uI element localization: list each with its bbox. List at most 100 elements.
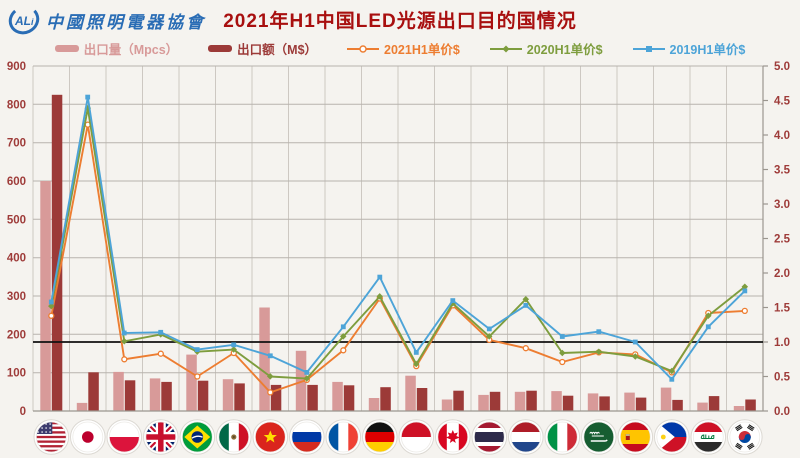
point-square-nl[interactable]: [523, 303, 529, 308]
point-diamond-fr[interactable]: [339, 333, 347, 340]
flag-kr-icon[interactable]: [726, 419, 763, 455]
point-circle-nl[interactable]: [522, 345, 529, 352]
flag-ru-icon[interactable]: [288, 419, 325, 455]
point-diamond-ru[interactable]: [303, 375, 310, 382]
point-circle-fr[interactable]: [340, 347, 347, 354]
point-square-ca[interactable]: [450, 298, 456, 303]
point-circle-kr[interactable]: [741, 307, 748, 315]
flag-it-icon[interactable]: [544, 419, 581, 455]
bar-vn-s1[interactable]: [270, 384, 282, 411]
bar-es-s0[interactable]: [624, 392, 635, 411]
legend-item-1[interactable]: 出口额（M$）: [208, 39, 317, 58]
bar-gb-s1[interactable]: [161, 381, 172, 411]
bar-mx-s1[interactable]: [234, 383, 245, 411]
point-diamond-pl[interactable]: [121, 338, 128, 345]
point-diamond-ph[interactable]: [668, 367, 676, 375]
flag-id-icon[interactable]: [398, 419, 435, 455]
flag-fr-icon[interactable]: [325, 419, 362, 455]
bar-jp-s1[interactable]: [88, 372, 99, 411]
point-square-jp[interactable]: [85, 94, 91, 100]
bar-de-s0[interactable]: [368, 398, 380, 411]
point-square-gb[interactable]: [158, 329, 164, 335]
point-circle-vn[interactable]: [267, 389, 274, 396]
bar-de-s1[interactable]: [380, 387, 391, 411]
point-diamond-th[interactable]: [485, 333, 493, 340]
bar-fr-s0[interactable]: [332, 381, 343, 411]
bar-id-s0[interactable]: [405, 375, 416, 411]
bar-jp-s0[interactable]: [76, 402, 88, 411]
bar-pl-s0[interactable]: [113, 371, 124, 411]
point-diamond-id[interactable]: [412, 360, 420, 368]
bar-ca-s1[interactable]: [453, 390, 464, 411]
bar-id-s1[interactable]: [416, 388, 428, 411]
point-diamond-de[interactable]: [376, 293, 383, 300]
bar-br-s0[interactable]: [186, 354, 197, 411]
bar-fr-s1[interactable]: [343, 385, 355, 411]
bar-sa-s0[interactable]: [587, 393, 599, 411]
bar-vn-s0[interactable]: [259, 307, 270, 412]
flag-mx-icon[interactable]: [216, 419, 252, 455]
bar-th-s0[interactable]: [478, 394, 489, 411]
point-square-vn[interactable]: [267, 353, 273, 359]
bar-mx-s0[interactable]: [222, 379, 234, 411]
point-diamond-iq[interactable]: [705, 312, 712, 320]
point-circle-gb[interactable]: [157, 350, 164, 357]
point-square-es[interactable]: [632, 339, 638, 345]
bar-iq-s0[interactable]: [697, 402, 708, 411]
point-square-mx[interactable]: [231, 342, 237, 348]
bar-us-s0[interactable]: [40, 181, 51, 411]
legend-item-2[interactable]: 2021H1单价$: [347, 39, 460, 58]
flag-us-icon[interactable]: [33, 419, 70, 455]
legend-item-3[interactable]: 2020H1单价$: [489, 39, 603, 58]
bar-br-s1[interactable]: [197, 380, 209, 411]
point-diamond-kr[interactable]: [741, 283, 749, 291]
flag-th-icon[interactable]: [471, 419, 508, 455]
point-square-th[interactable]: [486, 326, 492, 332]
bar-sa-s1[interactable]: [599, 396, 610, 411]
point-circle-it[interactable]: [559, 358, 566, 366]
flag-vn-icon[interactable]: [252, 419, 289, 455]
bar-kr-s1[interactable]: [745, 399, 756, 412]
point-diamond-nl[interactable]: [522, 295, 530, 303]
point-square-us[interactable]: [48, 299, 54, 305]
point-diamond-mx[interactable]: [230, 346, 237, 353]
flag-br-icon[interactable]: [179, 419, 216, 455]
flag-de-icon[interactable]: [361, 419, 398, 455]
point-square-kr[interactable]: [742, 288, 748, 294]
point-diamond-it[interactable]: [559, 349, 566, 357]
point-square-br[interactable]: [194, 347, 200, 352]
bar-es-s1[interactable]: [635, 397, 647, 411]
point-circle-br[interactable]: [194, 373, 201, 380]
flag-iq-icon[interactable]: [690, 419, 727, 455]
bar-nl-s0[interactable]: [514, 391, 526, 411]
point-square-id[interactable]: [413, 350, 419, 355]
point-diamond-es[interactable]: [632, 353, 639, 360]
bar-pl-s1[interactable]: [124, 380, 136, 411]
flag-es-icon[interactable]: [617, 419, 654, 455]
legend-item-4[interactable]: 2019H1单价$: [632, 39, 745, 58]
bar-gb-s0[interactable]: [149, 378, 161, 411]
flag-pl-icon[interactable]: [106, 419, 143, 455]
point-square-fr[interactable]: [340, 324, 346, 330]
flag-gb-icon[interactable]: [143, 419, 179, 455]
point-square-pl[interactable]: [121, 330, 127, 336]
bar-ca-s0[interactable]: [441, 399, 453, 412]
point-square-de[interactable]: [377, 274, 383, 280]
bar-ru-s1[interactable]: [307, 384, 318, 411]
bar-it-s1[interactable]: [562, 395, 574, 411]
bar-th-s1[interactable]: [489, 391, 501, 411]
flag-nl-icon[interactable]: [507, 419, 544, 455]
point-circle-pl[interactable]: [121, 356, 128, 363]
point-square-sa[interactable]: [596, 329, 602, 335]
flag-jp-icon[interactable]: [70, 419, 106, 455]
point-square-ph[interactable]: [669, 376, 675, 382]
bar-iq-s1[interactable]: [708, 396, 720, 411]
bar-nl-s1[interactable]: [526, 390, 537, 411]
point-diamond-sa[interactable]: [595, 348, 603, 355]
point-square-iq[interactable]: [705, 324, 711, 330]
bar-ph-s1[interactable]: [672, 399, 683, 411]
point-circle-us[interactable]: [48, 312, 55, 319]
point-diamond-vn[interactable]: [266, 373, 274, 380]
bar-kr-s0[interactable]: [733, 406, 745, 411]
flag-ph-icon[interactable]: [653, 419, 690, 455]
